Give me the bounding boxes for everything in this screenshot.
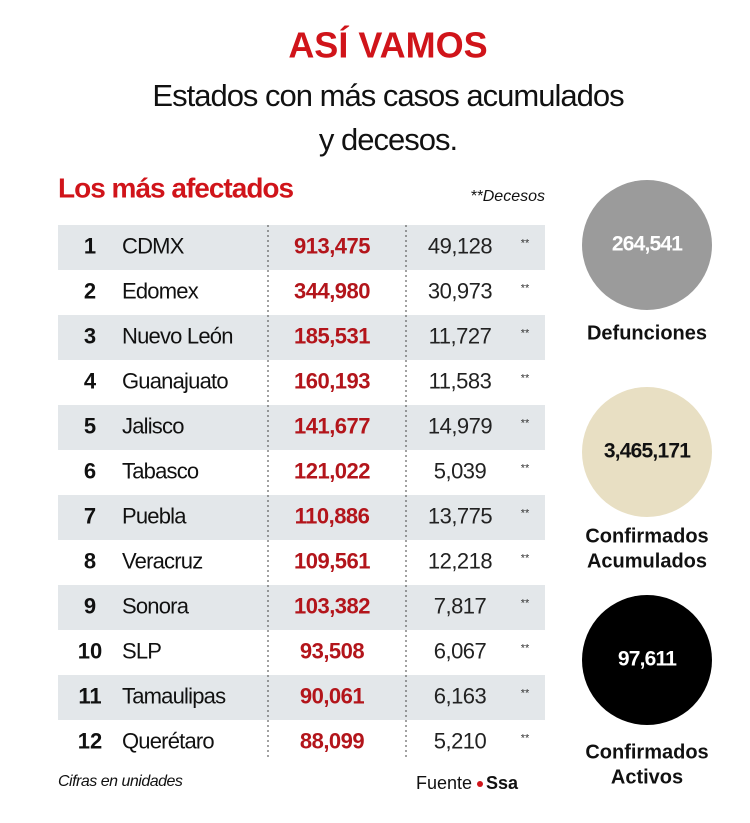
rank: 1	[84, 233, 96, 258]
deaths: 6,067	[434, 638, 487, 663]
legend: **Decesos	[470, 188, 545, 205]
summary-circle	[582, 387, 712, 517]
rank: 10	[78, 638, 102, 663]
deaths-marker: **	[521, 237, 530, 249]
state: Puebla	[122, 503, 187, 528]
summary-circle	[582, 180, 712, 310]
deaths-marker: **	[521, 507, 530, 519]
summary-value: 97,611	[618, 648, 677, 671]
row-background	[58, 225, 545, 270]
deaths-marker: **	[521, 462, 530, 474]
state: Tamaulipas	[122, 683, 226, 708]
state: CDMX	[122, 233, 185, 258]
deaths-marker: **	[521, 642, 530, 654]
state: Jalisco	[122, 413, 184, 438]
title: ASÍ VAMOS	[288, 25, 487, 66]
deaths-marker: **	[521, 417, 530, 429]
state: Sonora	[122, 593, 190, 618]
rank: 2	[84, 278, 96, 303]
deaths-marker: **	[521, 732, 530, 744]
rank: 6	[84, 458, 96, 483]
summary-value: 3,465,171	[604, 440, 691, 463]
state: Edomex	[122, 278, 199, 303]
cases: 913,475	[294, 233, 370, 258]
summary-label: Confirmados	[585, 741, 708, 763]
deaths: 14,979	[428, 413, 493, 438]
summary-circle	[582, 595, 712, 725]
row-background	[58, 585, 545, 630]
rank: 8	[84, 548, 96, 573]
cases: 160,193	[294, 368, 370, 393]
deaths: 49,128	[428, 233, 493, 258]
cases: 103,382	[294, 593, 370, 618]
cases: 121,022	[294, 458, 370, 483]
deaths-marker: **	[521, 597, 530, 609]
cases: 90,061	[300, 683, 365, 708]
deaths: 5,039	[434, 458, 487, 483]
summary-label: Acumulados	[587, 550, 707, 572]
rank: 4	[84, 368, 97, 393]
state: Tabasco	[122, 458, 199, 483]
source: Ssa	[486, 773, 519, 793]
deaths-marker: **	[521, 552, 530, 564]
cases: 93,508	[300, 638, 365, 663]
row-background	[58, 405, 545, 450]
summary: 264,541 Defunciones 3,465,171 Confirmados Ac…	[582, 180, 712, 788]
deaths: 6,163	[434, 683, 487, 708]
deaths-marker: **	[521, 327, 530, 339]
rank: 9	[84, 593, 96, 618]
table-title: Los más afectados	[58, 172, 294, 203]
cases: 110,886	[295, 503, 370, 528]
state: SLP	[122, 638, 161, 663]
deaths-marker: **	[521, 687, 530, 699]
deaths: 11,727	[429, 323, 492, 348]
summary-label: Confirmados	[585, 525, 708, 547]
cases: 88,099	[300, 728, 365, 753]
row-background	[58, 675, 545, 720]
cases: 109,561	[294, 548, 370, 573]
rank: 12	[78, 728, 102, 753]
cases: 344,980	[294, 278, 370, 303]
summary-value: 264,541	[612, 233, 683, 256]
row-background	[58, 315, 545, 360]
subtitle: y decesos.	[319, 122, 457, 157]
rank: 3	[84, 323, 96, 348]
summary-label: Defunciones	[587, 322, 707, 344]
state: Veracruz	[122, 548, 202, 573]
source-label: Fuente	[416, 773, 472, 793]
footer-note: Cifras en unidades	[58, 773, 183, 790]
deaths-marker: **	[521, 372, 530, 384]
row-background	[58, 495, 545, 540]
deaths: 13,775	[428, 503, 493, 528]
cases: 141,677	[294, 413, 370, 438]
deaths: 11,583	[429, 368, 492, 393]
deaths: 12,218	[428, 548, 493, 573]
deaths: 30,973	[428, 278, 493, 303]
deaths: 5,210	[434, 728, 487, 753]
state: Guanajuato	[122, 368, 228, 393]
subtitle: Estados con más casos acumulados	[152, 78, 624, 113]
source-dot	[477, 781, 483, 787]
state: Querétaro	[122, 728, 214, 753]
rank: 11	[78, 683, 101, 708]
rank: 7	[84, 503, 96, 528]
table: 1 CDMX 913,475 49,128 ** 2 Edomex 344,980 30,973…	[58, 225, 545, 753]
state: Nuevo León	[122, 323, 233, 348]
deaths-marker: **	[521, 282, 530, 294]
deaths: 7,817	[434, 593, 487, 618]
summary-label: Activos	[611, 766, 683, 788]
cases: 185,531	[294, 323, 370, 348]
rank: 5	[84, 413, 96, 438]
